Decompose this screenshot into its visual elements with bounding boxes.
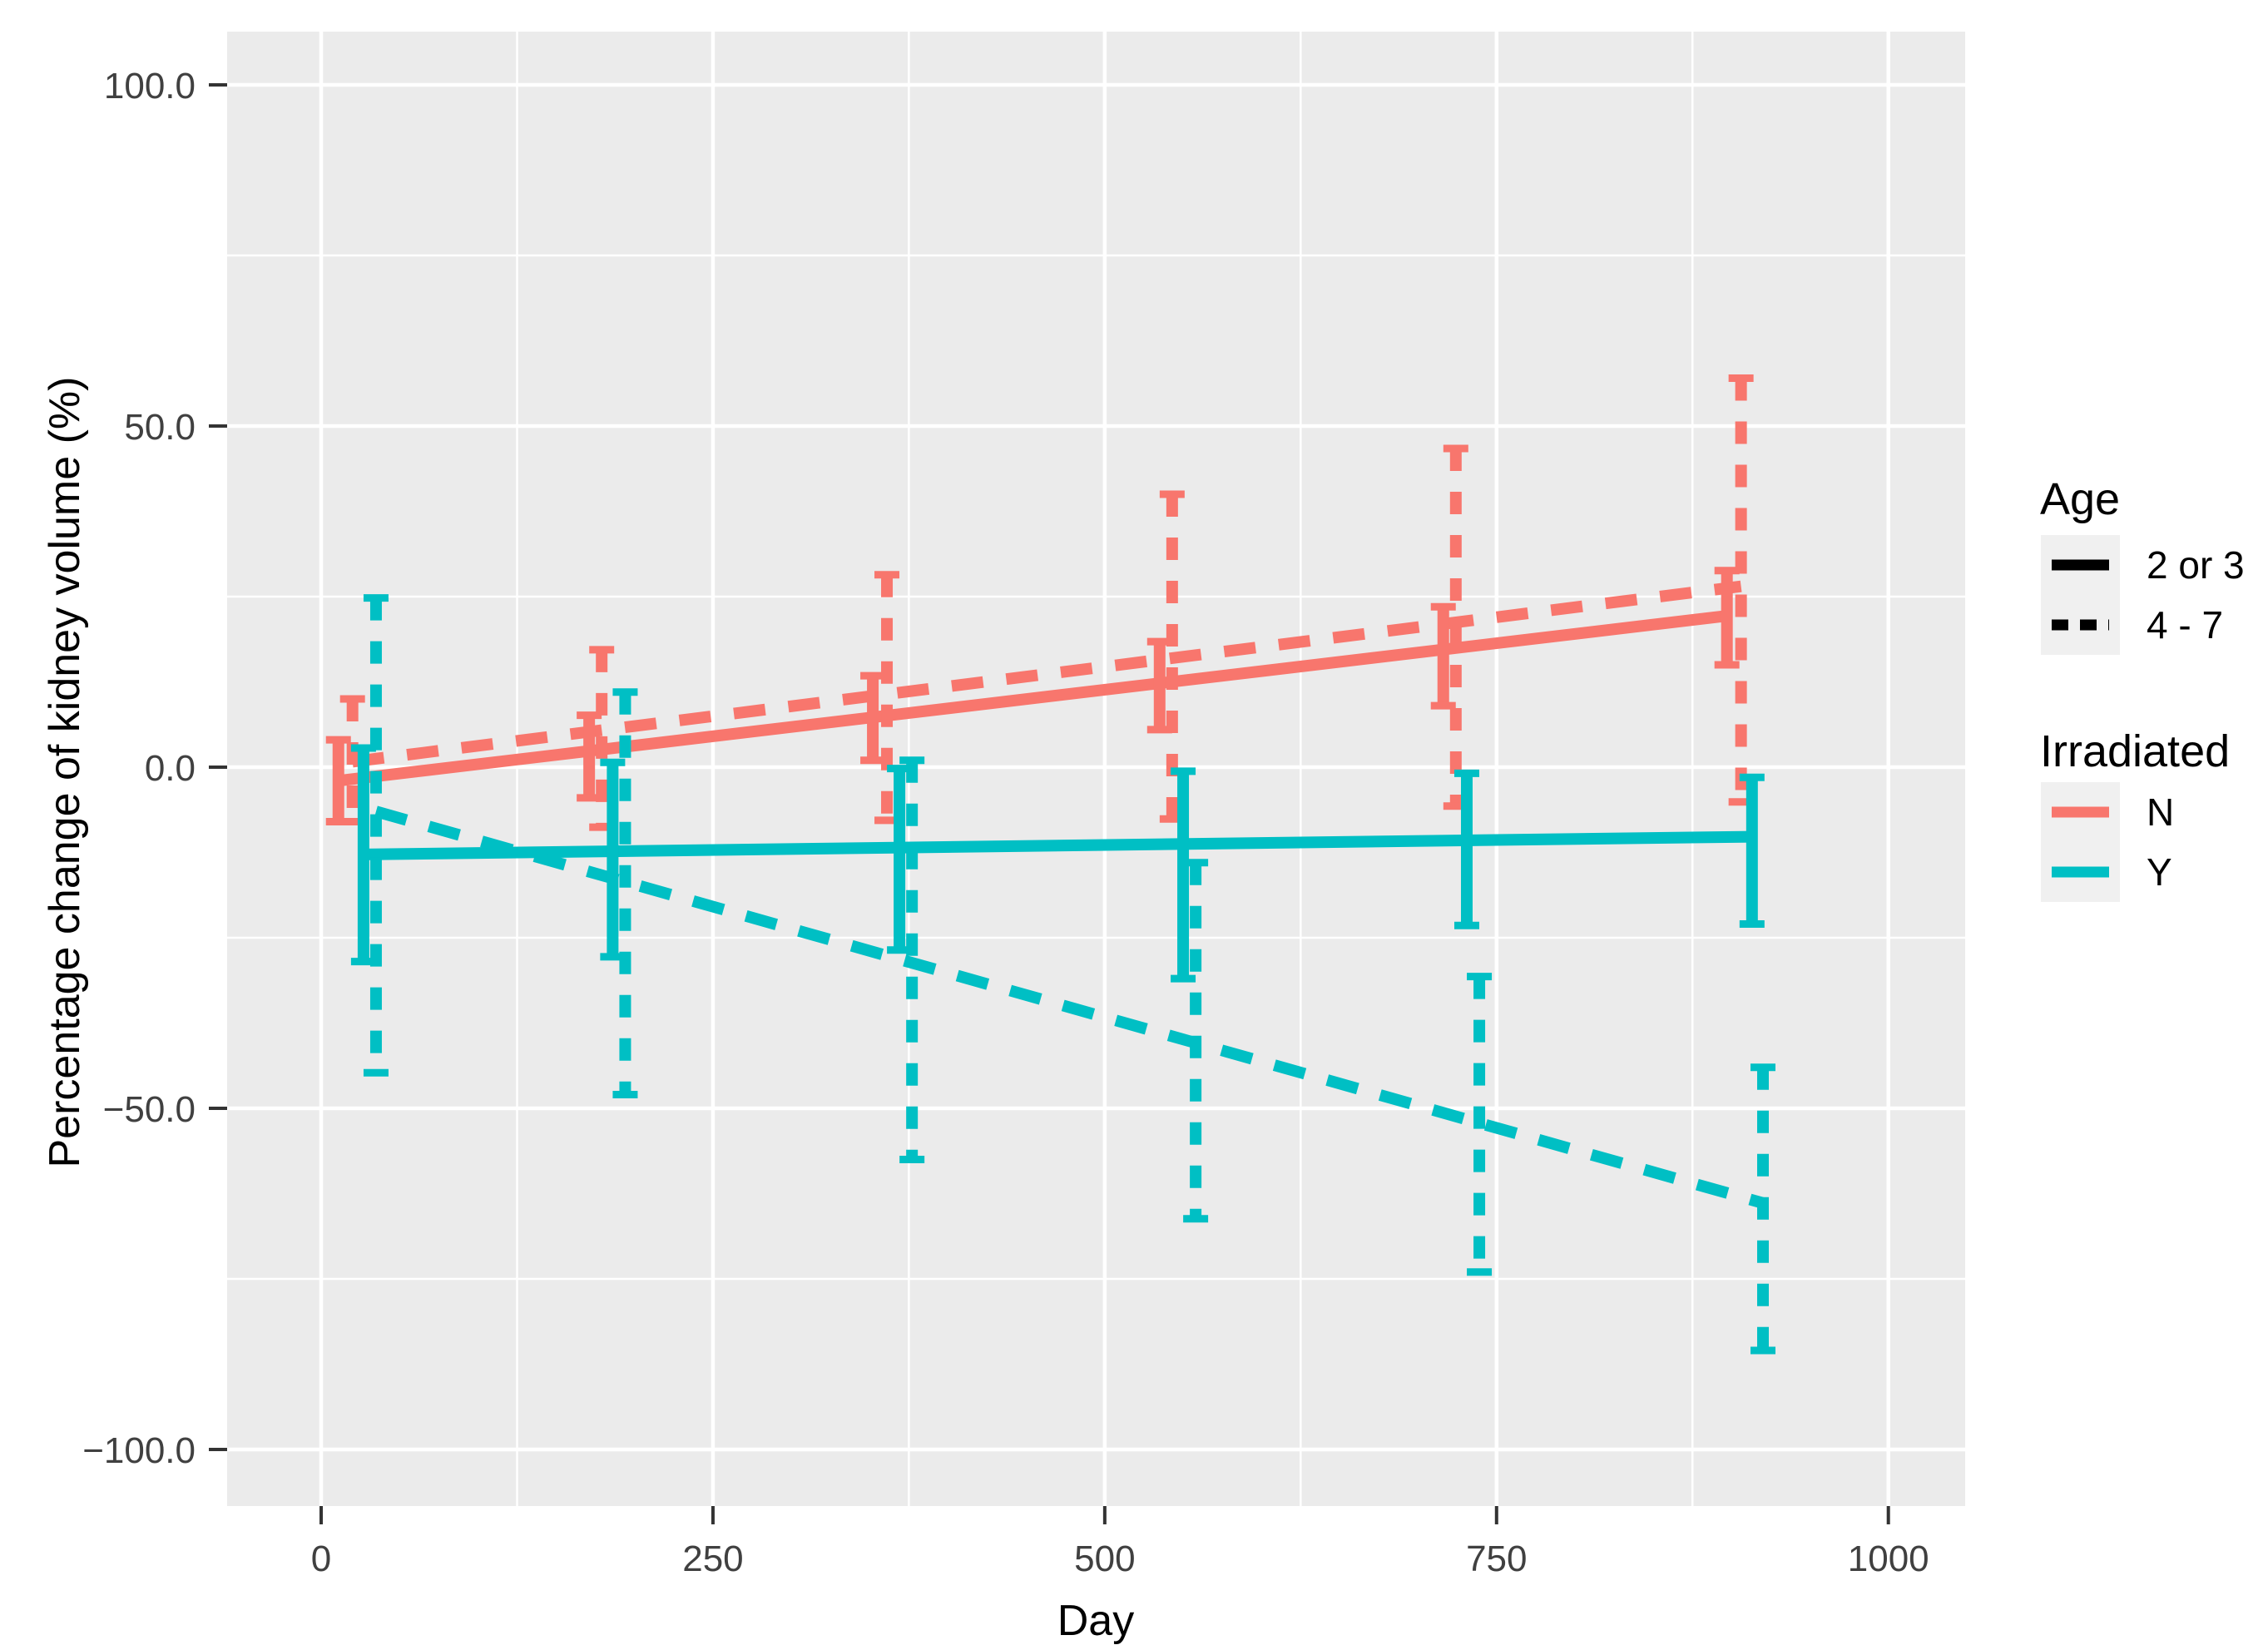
x-tick-label: 500	[1074, 1539, 1135, 1579]
legend-age-item-label: 4 - 7	[2147, 603, 2223, 647]
x-tick-label: 0	[311, 1539, 331, 1579]
x-axis-title: Day	[1057, 1597, 1135, 1645]
y-tick-label: 100.0	[104, 66, 196, 107]
x-tick-label: 750	[1466, 1539, 1527, 1579]
y-tick-label: −50.0	[103, 1089, 196, 1130]
y-tick-label: −100.0	[82, 1430, 196, 1471]
y-tick-label: 50.0	[124, 407, 196, 448]
legend-irradiated-item-label: N	[2147, 790, 2174, 834]
legend-irradiated-title: Irradiated	[2040, 726, 2230, 776]
y-axis-title: Percentage change of kidney volume (%)	[41, 376, 89, 1168]
x-tick-label: 1000	[1848, 1539, 1929, 1579]
x-tick-label: 250	[682, 1539, 743, 1579]
trend-line-y-young	[363, 830, 1752, 860]
legend-age-title: Age	[2040, 474, 2120, 524]
legend-irradiated-item-label: Y	[2147, 850, 2172, 894]
y-tick-label: 0.0	[145, 748, 196, 789]
trend-line-n-young	[337, 609, 1730, 787]
legend-age-item-label: 2 or 3	[2147, 543, 2245, 587]
